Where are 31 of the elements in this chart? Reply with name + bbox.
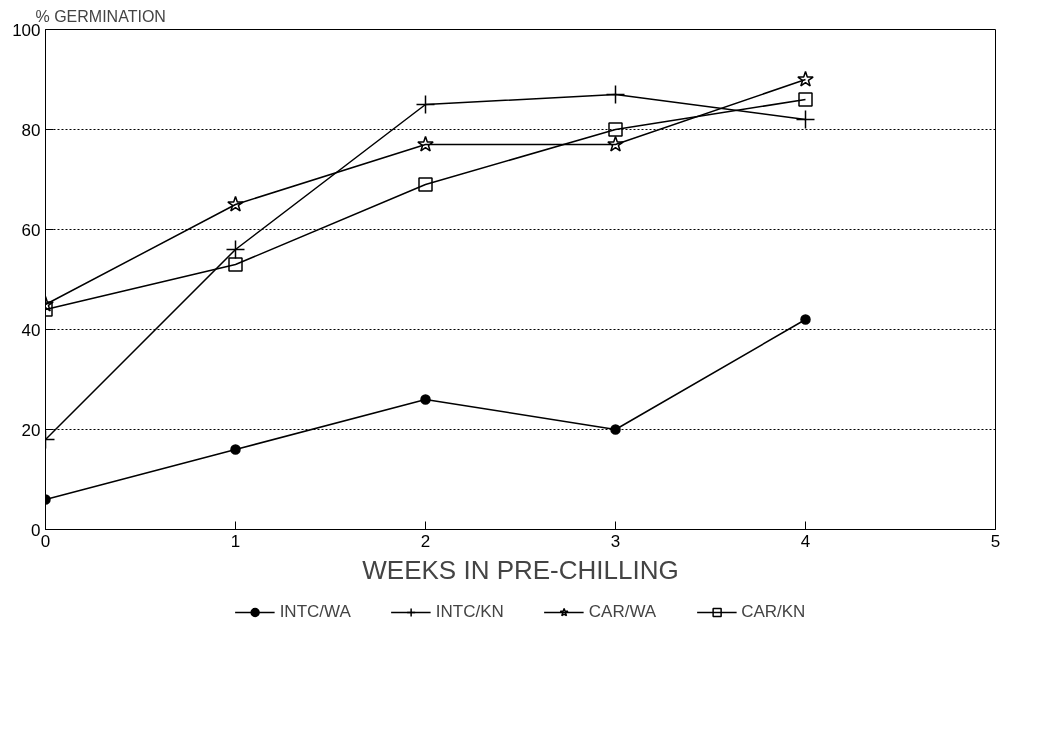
y-tick-label: 80 (21, 120, 41, 140)
y-tick-label: 40 (21, 320, 41, 340)
point (797, 70, 814, 87)
point (798, 92, 813, 107)
point (230, 444, 241, 455)
point (225, 239, 246, 260)
point (227, 195, 244, 212)
point (607, 135, 624, 152)
x-tick-label: 1 (230, 531, 241, 551)
x-tick-label: 5 (990, 531, 1001, 551)
point (415, 94, 436, 115)
y-axis-title: % GERMINATION (35, 7, 166, 25)
point (420, 394, 431, 405)
x-axis-title: WEEKS IN PRE-CHILLING (362, 554, 679, 585)
legend-label: INTC/KN (435, 602, 504, 622)
y-tick-label: 20 (21, 420, 41, 440)
point (608, 122, 623, 137)
legend-label: CAR/KN (741, 602, 806, 622)
point (417, 135, 434, 152)
point (800, 314, 811, 325)
point (418, 177, 433, 192)
legend-label: CAR/WA (588, 602, 657, 622)
point (228, 257, 243, 272)
point (610, 424, 621, 435)
point (605, 84, 626, 105)
legend-label: INTC/WA (279, 602, 351, 622)
y-tick-label: 60 (21, 220, 41, 240)
x-tick-label: 3 (610, 531, 621, 551)
point (795, 109, 816, 130)
x-tick-label: 4 (800, 531, 811, 551)
x-tick-label: 2 (420, 531, 431, 551)
